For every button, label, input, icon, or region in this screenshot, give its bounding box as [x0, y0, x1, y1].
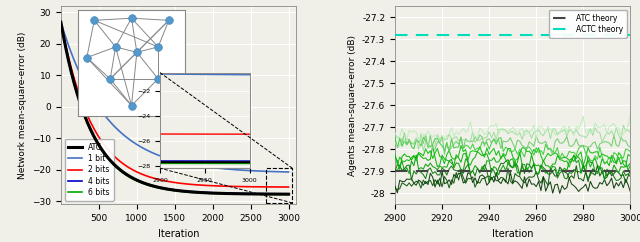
X-axis label: Iteration: Iteration	[157, 229, 199, 239]
Y-axis label: Network mean-square-error (dB): Network mean-square-error (dB)	[17, 32, 26, 179]
Bar	[266, 168, 292, 203]
Legend: ATC, 1 bit, 2 bits, 4 bits, 6 bits: ATC, 1 bit, 2 bits, 4 bits, 6 bits	[65, 139, 114, 201]
X-axis label: Iteration: Iteration	[492, 229, 534, 239]
Y-axis label: Agents mean-square-error (dB): Agents mean-square-error (dB)	[348, 35, 356, 176]
Legend: ATC theory, ACTC theory: ATC theory, ACTC theory	[549, 10, 627, 38]
